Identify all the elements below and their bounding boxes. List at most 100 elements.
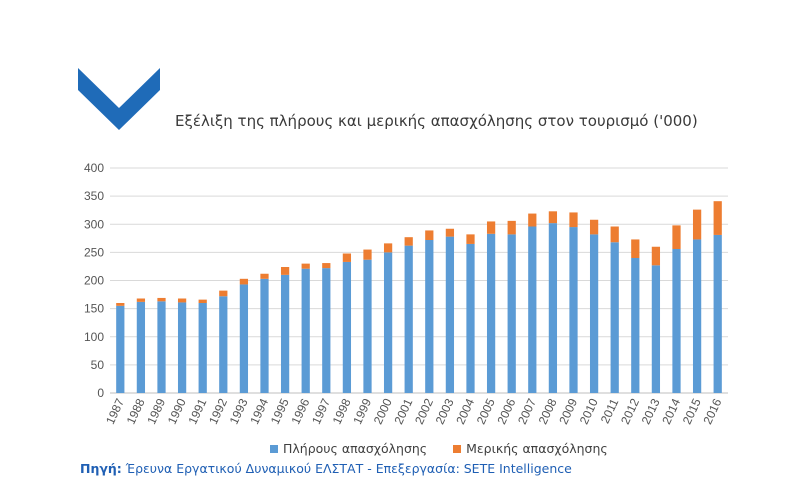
bar-part-time	[528, 213, 537, 227]
chart-title: Εξέλιξη της πλήρους και μερικής απασχόλη…	[175, 112, 698, 130]
y-tick-label: 250	[84, 245, 104, 259]
bar-full-time	[177, 302, 187, 393]
chart-legend: Πλήρους απασχόλησης Μερικής απασχόλησης	[270, 441, 608, 456]
bar-part-time	[672, 225, 681, 249]
bar-full-time	[569, 227, 578, 393]
y-tick-label: 350	[84, 189, 104, 203]
x-tick-label: 2002	[412, 396, 436, 426]
source-text: Έρευνα Εργατικού Δυναμικού ΕΛΣΤΑΤ - Επεξ…	[125, 461, 572, 476]
bar-part-time	[116, 303, 125, 306]
bar-full-time	[486, 233, 496, 393]
bar-full-time	[322, 268, 331, 393]
bar-part-time	[383, 243, 393, 253]
bar-full-time	[692, 239, 702, 393]
legend-label-full-time: Πλήρους απασχόλησης	[283, 441, 428, 456]
source-note: Πηγή: Έρευνα Εργατικού Δυναμικού ΕΛΣΤΑΤ …	[80, 461, 572, 476]
x-tick-label: 2007	[515, 396, 539, 426]
x-tick-label: 2006	[494, 396, 518, 426]
x-tick-label: 1999	[350, 396, 374, 426]
bar-part-time	[280, 267, 290, 275]
legend-item-part-time: Μερικής απασχόλησης	[453, 441, 608, 456]
bar-full-time	[342, 261, 352, 393]
bar-part-time	[177, 298, 187, 303]
legend-label-part-time: Μερικής απασχόλησης	[466, 441, 608, 456]
bar-part-time	[363, 249, 372, 260]
x-tick-label: 1994	[247, 396, 271, 426]
x-tick-label: 1995	[268, 396, 292, 426]
bar-full-time	[445, 236, 455, 393]
bar-full-time	[280, 274, 290, 393]
x-tick-label: 1990	[165, 396, 189, 426]
bar-part-time	[713, 201, 722, 235]
x-tick-label: 1992	[206, 396, 230, 426]
y-tick-label: 150	[84, 302, 104, 316]
y-tick-label: 100	[84, 330, 104, 344]
bar-full-time	[383, 252, 393, 393]
bar-part-time	[219, 290, 228, 297]
bar-full-time	[260, 278, 269, 393]
chevron-down-icon	[78, 68, 160, 130]
bar-full-time	[631, 258, 640, 393]
bar-part-time	[466, 234, 475, 244]
bar-full-time	[466, 243, 475, 393]
brand-logo	[78, 68, 160, 130]
bar-part-time	[631, 239, 640, 258]
x-tick-label: 2001	[391, 396, 415, 426]
legend-item-full-time: Πλήρους απασχόλησης	[270, 441, 427, 456]
bar-part-time	[569, 212, 578, 228]
bar-full-time	[363, 259, 372, 393]
bar-part-time	[486, 221, 496, 234]
bar-full-time	[136, 301, 146, 393]
x-tick-label: 2009	[556, 396, 580, 426]
x-tick-label: 2008	[536, 396, 560, 426]
bar-full-time	[528, 226, 537, 393]
bar-part-time	[260, 273, 269, 279]
bar-part-time	[425, 230, 434, 240]
bar-full-time	[713, 234, 722, 393]
bar-part-time	[404, 237, 413, 246]
y-tick-label: 200	[84, 274, 104, 288]
bar-full-time	[404, 245, 413, 393]
x-tick-label: 2013	[639, 396, 663, 426]
y-tick-label: 0	[97, 386, 104, 400]
y-tick-label: 400	[84, 161, 104, 175]
bar-full-time	[198, 303, 207, 393]
bar-part-time	[239, 278, 249, 285]
x-tick-label: 1989	[144, 396, 168, 426]
bar-part-time	[322, 263, 331, 269]
x-tick-label: 2010	[577, 396, 601, 426]
x-tick-label: 2000	[371, 396, 395, 426]
bar-part-time	[445, 228, 455, 237]
x-tick-label: 2005	[474, 396, 498, 426]
x-tick-label: 2014	[659, 396, 683, 426]
bar-full-time	[219, 296, 228, 393]
bar-part-time	[157, 297, 166, 302]
bar-part-time	[136, 298, 146, 302]
bar-part-time	[507, 220, 516, 235]
bar-part-time	[198, 299, 207, 303]
x-tick-label: 1996	[288, 396, 312, 426]
bar-full-time	[301, 268, 310, 393]
x-tick-label: 2003	[433, 396, 457, 426]
bar-part-time	[651, 246, 661, 266]
bar-part-time	[548, 211, 558, 224]
bar-part-time	[342, 253, 352, 262]
x-tick-label: 2012	[618, 396, 642, 426]
x-tick-label: 2015	[680, 396, 704, 426]
bar-part-time	[610, 226, 619, 243]
x-tick-label: 1988	[124, 396, 148, 426]
legend-swatch-part-time	[453, 444, 462, 453]
bar-full-time	[425, 240, 434, 393]
x-tick-label: 1991	[185, 396, 209, 426]
source-label: Πηγή:	[80, 461, 122, 476]
bar-full-time	[507, 234, 516, 393]
bar-part-time	[692, 209, 702, 240]
bar-part-time	[301, 263, 310, 269]
bar-full-time	[610, 242, 619, 393]
bar-full-time	[116, 305, 125, 393]
bar-full-time	[239, 284, 249, 393]
bar-full-time	[589, 234, 599, 393]
bar-full-time	[651, 265, 661, 393]
x-tick-label: 1987	[103, 396, 127, 426]
